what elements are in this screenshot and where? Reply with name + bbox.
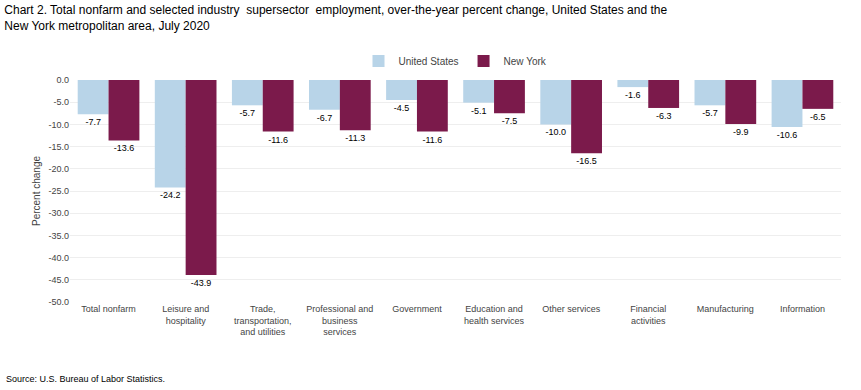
svg-text:-24.2: -24.2 — [160, 190, 181, 200]
svg-text:Government: Government — [392, 304, 442, 314]
svg-text:Professional andbusinessservic: Professional andbusinessservices — [306, 304, 373, 337]
svg-text:-15.0: -15.0 — [48, 142, 69, 152]
svg-text:United States: United States — [399, 56, 459, 67]
svg-text:-11.6: -11.6 — [268, 135, 288, 145]
svg-text:-11.6: -11.6 — [422, 135, 442, 145]
svg-text:Financialactivities: Financialactivities — [630, 304, 666, 326]
svg-text:-10.0: -10.0 — [48, 120, 69, 130]
svg-text:-25.0: -25.0 — [48, 186, 69, 196]
svg-text:-5.0: -5.0 — [53, 97, 69, 107]
svg-text:-40.0: -40.0 — [48, 253, 69, 263]
svg-text:0.0: 0.0 — [56, 75, 69, 85]
svg-text:-5.1: -5.1 — [471, 106, 487, 116]
svg-text:-30.0: -30.0 — [48, 208, 69, 218]
svg-text:Trade,transportation,and utili: Trade,transportation,and utilities — [234, 304, 292, 337]
svg-text:Total nonfarm: Total nonfarm — [81, 304, 136, 314]
svg-text:-4.5: -4.5 — [394, 103, 410, 113]
svg-text:-45.0: -45.0 — [48, 275, 69, 285]
svg-text:Other services: Other services — [542, 304, 601, 314]
svg-text:-10.6: -10.6 — [777, 130, 798, 140]
svg-text:-5.7: -5.7 — [702, 108, 718, 118]
svg-text:Source: U.S. Bureau of Labor S: Source: U.S. Bureau of Labor Statistics. — [6, 374, 165, 384]
svg-text:-9.9: -9.9 — [733, 127, 749, 137]
svg-text:-50.0: -50.0 — [48, 297, 69, 307]
svg-text:-7.5: -7.5 — [502, 116, 518, 126]
svg-text:-6.5: -6.5 — [810, 112, 826, 122]
svg-text:New York: New York — [504, 56, 547, 67]
svg-text:-13.6: -13.6 — [114, 143, 135, 153]
svg-text:-35.0: -35.0 — [48, 231, 69, 241]
svg-text:Leisure andhospitality: Leisure andhospitality — [162, 304, 209, 326]
svg-text:Percent change: Percent change — [31, 156, 42, 226]
svg-text:Education andhealth services: Education andhealth services — [464, 304, 525, 326]
svg-text:-16.5: -16.5 — [576, 156, 597, 166]
svg-text:-6.3: -6.3 — [656, 111, 672, 121]
svg-text:-1.6: -1.6 — [625, 90, 641, 100]
svg-text:Manufacturing: Manufacturing — [697, 304, 754, 314]
svg-text:-6.7: -6.7 — [317, 113, 333, 123]
svg-text:-11.3: -11.3 — [345, 133, 365, 143]
svg-text:Information: Information — [780, 304, 825, 314]
svg-text:-5.7: -5.7 — [240, 108, 256, 118]
svg-text:-20.0: -20.0 — [48, 164, 69, 174]
svg-text:-7.7: -7.7 — [85, 117, 101, 127]
svg-text:Chart 2. Total nonfarm and sel: Chart 2. Total nonfarm and selected indu… — [4, 3, 667, 33]
svg-text:-43.9: -43.9 — [191, 278, 212, 288]
svg-text:-10.0: -10.0 — [545, 127, 566, 137]
